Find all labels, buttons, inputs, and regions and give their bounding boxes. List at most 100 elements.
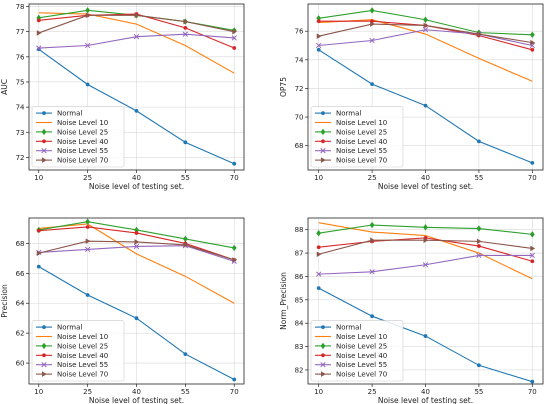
legend-label: Noise Level 70 <box>336 371 387 379</box>
legend-marker <box>41 128 47 136</box>
y-tick-label: 76 <box>16 53 25 61</box>
legend-entry-normal: Normal <box>36 110 82 118</box>
series-noise-level-10 <box>318 222 533 280</box>
y-tick-label: 73 <box>16 129 25 137</box>
legend-label: Noise Level 25 <box>57 342 108 350</box>
y-tick-label: 85 <box>295 296 304 304</box>
data-point <box>232 257 238 263</box>
y-tick-label: 70 <box>295 114 304 122</box>
data-point <box>84 246 91 253</box>
x-tick-label: 40 <box>421 388 430 396</box>
x-tick-label: 10 <box>314 174 323 182</box>
data-point <box>85 7 91 14</box>
x-axis-label: Noise level of testing set. <box>378 182 473 191</box>
data-point <box>133 243 140 250</box>
series-noise-level-70 <box>316 21 536 46</box>
chart-panel-norm-precision: 10 25 40 55 70 82 83 84 85 86 87 88 Noise level of t… <box>279 217 544 404</box>
data-point <box>134 316 139 321</box>
y-tick-label: 68 <box>295 142 304 150</box>
data-point <box>529 231 535 238</box>
legend-entry-noise-level-40: Noise Level 40 <box>315 138 387 146</box>
series-normal <box>316 286 535 384</box>
legend-marker <box>42 325 46 329</box>
y-tick-label: 83 <box>295 343 304 351</box>
data-point <box>423 103 428 108</box>
legend-marker <box>41 362 47 368</box>
data-point <box>316 286 321 291</box>
legend-label: Noise Level 55 <box>57 147 108 155</box>
data-point <box>530 259 535 264</box>
data-point <box>422 27 429 33</box>
legend-box <box>310 106 404 168</box>
y-tick-label: 84 <box>295 320 304 328</box>
plot-frame <box>307 217 544 385</box>
plot-frame <box>28 3 245 171</box>
series-noise-level-25 <box>316 221 535 238</box>
legend-label: Noise Level 25 <box>336 128 387 136</box>
x-tick-label: 40 <box>421 174 430 182</box>
legend-label: Normal <box>336 110 361 118</box>
legend-entry-noise-level-40: Noise Level 40 <box>36 352 108 360</box>
data-point <box>183 140 188 145</box>
data-point <box>183 18 189 25</box>
legend-entry-normal: Normal <box>315 324 361 332</box>
legend-label: Noise Level 25 <box>57 128 108 136</box>
data-point <box>369 269 375 275</box>
data-point <box>36 228 41 233</box>
series-noise-level-70 <box>36 238 238 263</box>
series-noise-level-55 <box>36 31 237 51</box>
series-noise-level-70 <box>316 237 536 258</box>
x-tick-label: 40 <box>132 388 141 396</box>
x-tick-label: 10 <box>34 388 43 396</box>
legend-label: Normal <box>57 110 82 118</box>
data-point <box>182 31 189 37</box>
legend-entry-noise-level-55: Noise Level 55 <box>315 361 387 369</box>
data-point <box>423 334 428 338</box>
data-point <box>423 22 429 29</box>
data-point <box>231 35 237 41</box>
legend-marker <box>321 325 325 329</box>
x-axis-label: Noise level of testing set. <box>89 182 184 191</box>
series-line <box>38 12 235 74</box>
series-noise-level-55 <box>316 252 535 277</box>
legend-entry-noise-level-25: Noise Level 25 <box>36 128 108 136</box>
legend-label: Noise Level 10 <box>57 119 108 127</box>
x-tick-label: 70 <box>230 388 239 396</box>
legend-marker <box>42 353 46 358</box>
series-line <box>38 223 235 304</box>
series-line <box>318 222 533 280</box>
legend-marker <box>41 342 47 350</box>
legend-marker <box>320 342 326 350</box>
series-normal <box>36 264 237 382</box>
y-tick-label: 66 <box>16 270 25 278</box>
legend-marker <box>321 157 326 163</box>
y-tick-label: 86 <box>295 273 304 281</box>
data-point <box>232 161 237 166</box>
series-noise-level-25 <box>316 7 535 38</box>
x-axis-label: Noise level of testing set. <box>89 396 184 404</box>
data-point <box>85 82 90 87</box>
x-tick-label: 55 <box>474 388 483 396</box>
data-point <box>134 108 139 113</box>
legend-label: Noise Level 40 <box>336 352 387 360</box>
data-point <box>183 242 189 248</box>
x-tick-label: 55 <box>474 174 483 182</box>
data-point <box>369 221 375 229</box>
data-point <box>370 314 374 319</box>
x-tick-label: 25 <box>83 174 92 182</box>
legend-marker <box>42 371 47 377</box>
data-point <box>529 252 535 259</box>
data-point <box>530 39 536 46</box>
legend-marker <box>41 148 47 154</box>
data-point <box>36 18 41 23</box>
data-point <box>36 250 42 256</box>
y-tick-label: 74 <box>16 104 25 112</box>
data-point <box>476 252 482 259</box>
legend-label: Noise Level 10 <box>336 119 387 127</box>
data-point <box>369 7 375 14</box>
legend-box <box>31 320 125 382</box>
y-tick-label: 77 <box>16 28 25 36</box>
data-point <box>316 33 322 39</box>
